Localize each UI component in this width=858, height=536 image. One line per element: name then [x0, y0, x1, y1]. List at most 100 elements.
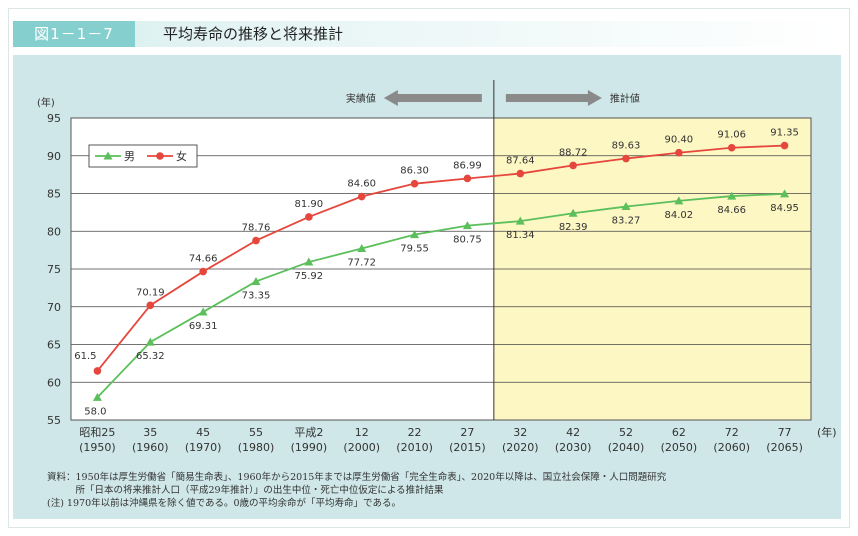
series-1-point-4: [305, 213, 313, 221]
x-tick-year-4: (1990): [291, 441, 328, 454]
series-0-label-12: 84.66: [717, 205, 746, 216]
series-1-point-8: [516, 169, 525, 178]
x-tick-year-12: (2060): [713, 441, 750, 454]
series-1-point-11: [675, 148, 683, 157]
note-line-source: 資料：1950年は厚生労働省「簡易生命表」、1960年から2015年までは厚生労…: [47, 472, 667, 483]
series-0-point-8: [515, 216, 525, 225]
x-tick-era-5: 12: [355, 426, 369, 439]
note-line-remark: (注) 1970年以前は沖縄県を除く値である。0歳の平均余命が「平均寿命」である…: [47, 498, 401, 509]
x-tick-era-6: 22: [408, 426, 422, 439]
series-0-point-11: [674, 196, 684, 205]
series-0-point-13: [780, 189, 790, 198]
series-1-label-8: 87.64: [506, 156, 535, 167]
series-1-label-0: 61.5: [74, 351, 96, 362]
series-1-point-5: [357, 192, 366, 201]
series-1-point-2: [199, 267, 207, 276]
series-0-point-12: [727, 191, 737, 200]
series-0-label-9: 82.39: [559, 222, 588, 233]
series-0-label-7: 80.75: [453, 235, 482, 246]
series-0-point-2: [198, 307, 208, 316]
series-0-label-6: 79.55: [400, 244, 429, 255]
x-tick-year-11: (2050): [661, 441, 698, 454]
series-0-label-8: 81.34: [506, 230, 535, 241]
series-1-label-13: 91.35: [770, 128, 799, 139]
x-tick-year-7: (2015): [449, 441, 486, 454]
series-1-point-13: [780, 141, 789, 150]
projection-label: 推計値: [610, 92, 640, 105]
y-tick-label-60: 60: [47, 376, 61, 389]
series-0-point-0: [92, 392, 102, 401]
figure-frame: 図1－1－7 平均寿命の推移と将来推計 55 60 65 70 75 80 85 90 95 (年…: [8, 8, 850, 528]
actual-arrow: [383, 90, 482, 106]
x-tick-year-8: (2020): [502, 441, 539, 454]
series-1-label-9: 88.72: [559, 147, 588, 158]
series-1-point-1: [146, 301, 155, 310]
series-0-label-11: 84.02: [665, 210, 694, 221]
x-tick-era-1: 35: [143, 426, 157, 439]
series-1-label-3: 78.76: [242, 223, 271, 234]
legend-male-marker: [103, 151, 113, 160]
x-tick-year-3: (1980): [238, 441, 275, 454]
series-1-point-10: [622, 154, 630, 163]
y-tick-label-75: 75: [47, 263, 61, 276]
y-tick-label-80: 80: [47, 225, 61, 238]
legend-female-label: 女: [176, 149, 187, 163]
x-axis-unit: (年): [817, 425, 837, 439]
source-notes: 資料：1950年は厚生労働省「簡易生命表」、1960年から2015年までは厚生労…: [47, 471, 827, 510]
series-1-label-11: 90.40: [665, 135, 694, 146]
y-axis-unit: (年): [37, 96, 55, 109]
y-tick-label-55: 55: [47, 414, 61, 427]
y-tick-label-65: 65: [47, 339, 61, 352]
series-1-point-6: [410, 179, 419, 188]
plot-frame: [70, 117, 812, 421]
series-1-label-7: 86.99: [453, 160, 482, 171]
series-1-label-2: 74.66: [189, 254, 218, 265]
chart-panel: 55 60 65 70 75 80 85 90 95 (年) 実績値 推計値 昭和25 (1950) 35 (…: [13, 55, 841, 519]
figure-header: 図1－1－7 平均寿命の推移と将来推計: [13, 21, 839, 47]
figure-number: 図1－1－7: [13, 21, 135, 47]
legend-male-label: 男: [124, 150, 135, 163]
projection-arrow: [505, 90, 602, 106]
x-tick-era-9: 42: [566, 426, 580, 439]
x-tick-year-6: (2010): [396, 441, 433, 454]
series-1-point-0: [93, 367, 102, 375]
series-0-point-6: [410, 230, 420, 239]
series-1-label-1: 70.19: [136, 287, 165, 298]
x-tick-era-12: 72: [725, 426, 739, 439]
series-1-label-6: 86.30: [400, 166, 429, 177]
x-tick-year-13: (2065): [766, 441, 803, 454]
x-tick-year-1: (1960): [132, 441, 169, 454]
series-0-label-4: 75.92: [295, 271, 324, 282]
series-1-point-7: [463, 174, 472, 183]
y-tick-label-90: 90: [47, 150, 61, 163]
series-0-point-3: [251, 276, 261, 285]
x-tick-era-8: 32: [513, 426, 527, 439]
series-1-point-12: [727, 143, 736, 152]
series-1-point-3: [252, 236, 260, 245]
series-0-point-9: [568, 208, 578, 217]
series-line-0: [96, 192, 785, 398]
note-line-source-cont: 所「日本の将来推計人口（平成29年推計）」の出生中位・死亡中位仮定による推計結果: [47, 485, 444, 496]
series-0-label-5: 77.72: [347, 257, 376, 268]
series-0-label-13: 84.95: [770, 203, 799, 214]
series-0-label-0: 58.0: [84, 406, 106, 417]
x-tick-year-9: (2030): [555, 441, 592, 454]
series-0-point-1: [145, 337, 155, 346]
series-0-point-7: [462, 221, 472, 230]
x-tick-era-13: 77: [778, 426, 792, 439]
series-1-label-12: 91.06: [717, 130, 746, 141]
x-tick-year-10: (2040): [608, 441, 645, 454]
series-0-label-3: 73.35: [242, 290, 271, 301]
x-tick-year-5: (2000): [343, 441, 380, 454]
series-0-point-4: [304, 257, 314, 266]
series-1-label-4: 81.90: [295, 199, 324, 210]
x-tick-era-10: 52: [619, 426, 633, 439]
x-tick-era-3: 55: [249, 426, 263, 439]
series-0-label-10: 83.27: [612, 216, 641, 227]
series-1-label-5: 84.60: [347, 179, 376, 190]
series-1-point-9: [569, 161, 577, 170]
legend-box: [88, 144, 198, 168]
y-tick-label-95: 95: [47, 112, 61, 125]
x-tick-era-7: 27: [460, 426, 474, 439]
series-line-1: [96, 144, 785, 372]
